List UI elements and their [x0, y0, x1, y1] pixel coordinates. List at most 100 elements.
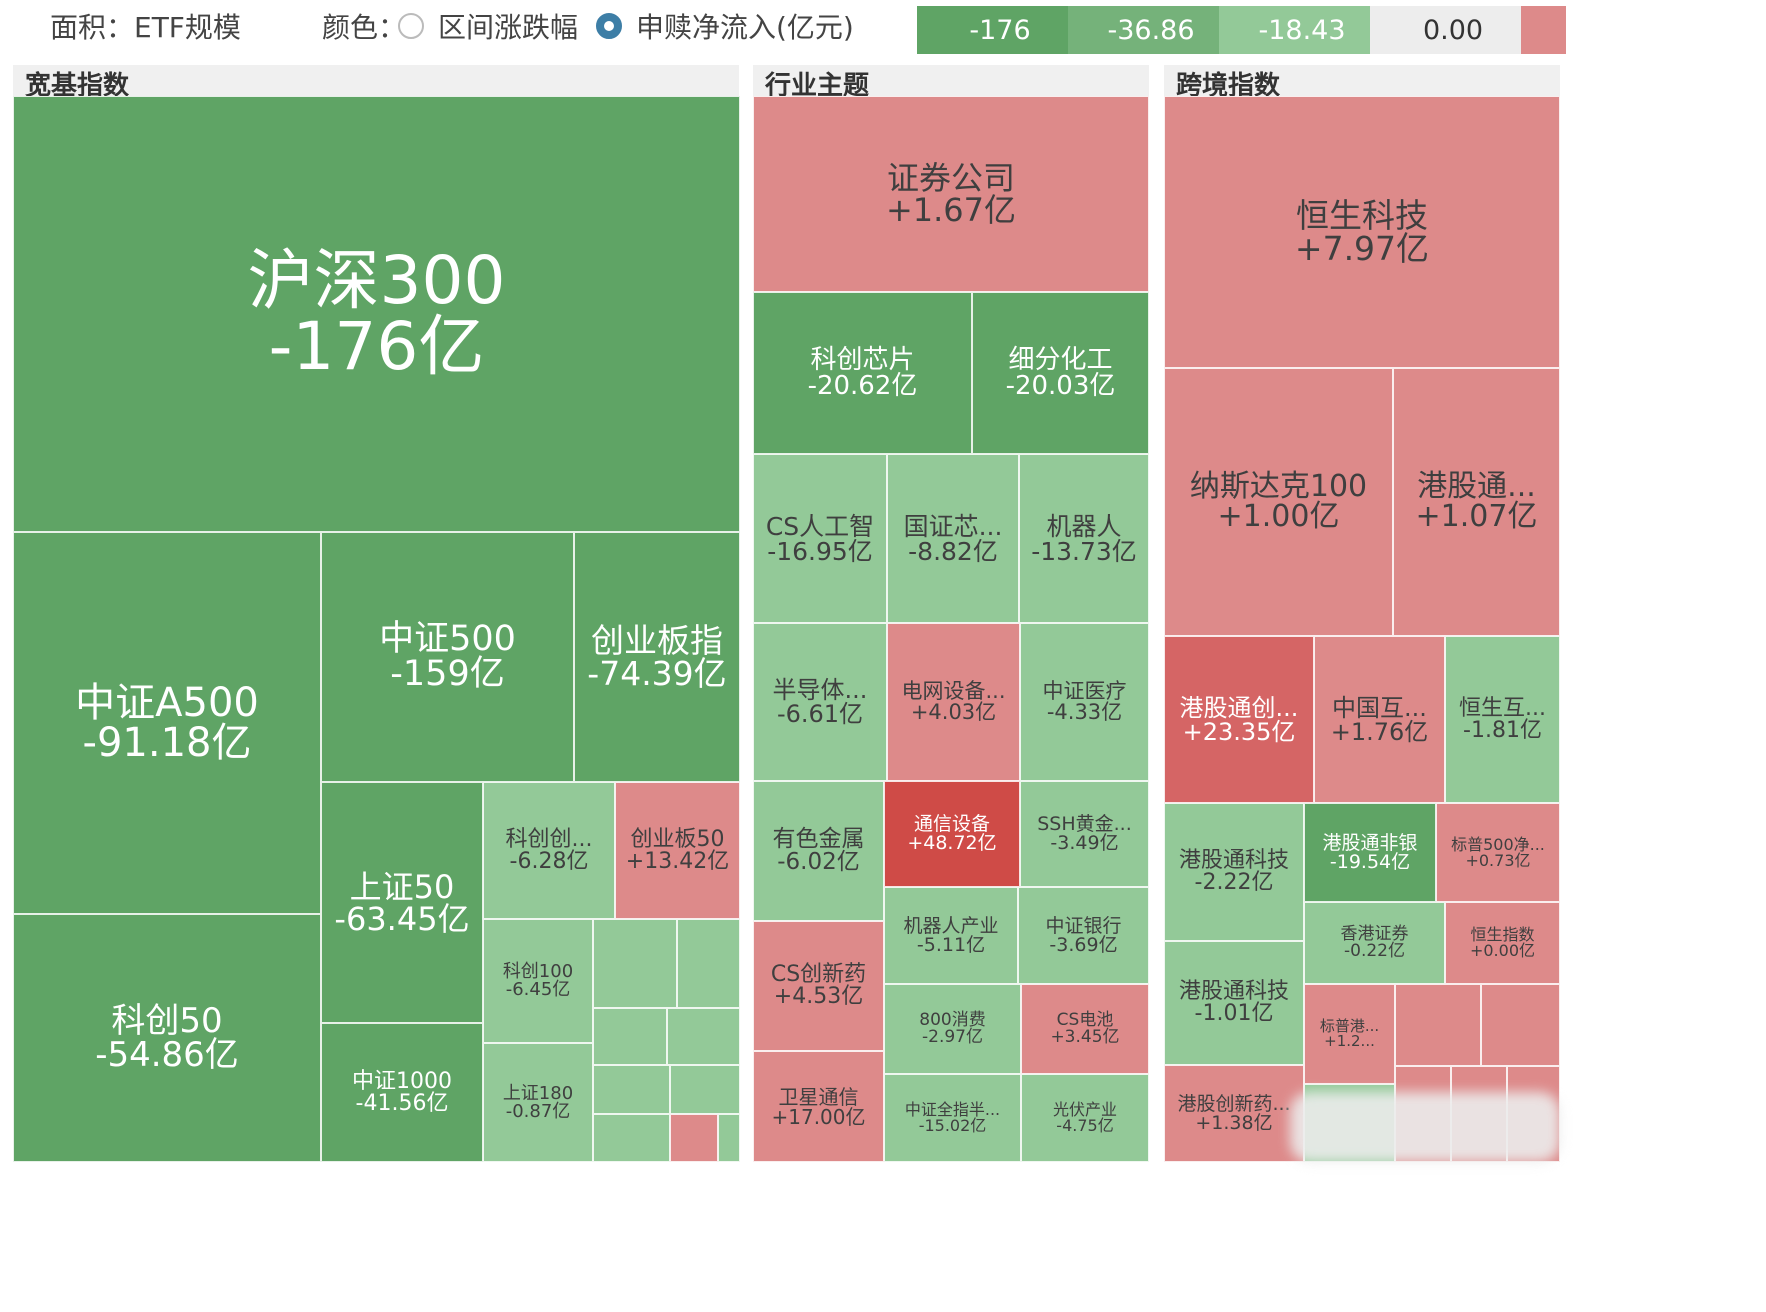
treemap-cell[interactable]: 港股通非银 -19.54亿 — [1304, 803, 1436, 902]
treemap-cell[interactable] — [593, 1065, 670, 1114]
treemap-cell[interactable]: 科创50 -54.86亿 — [13, 914, 321, 1162]
treemap-cell[interactable]: 科创芯片 -20.62亿 — [753, 292, 972, 454]
treemap-cell[interactable] — [677, 919, 740, 1008]
treemap-cell[interactable]: 证券公司 +1.67亿 — [753, 96, 1149, 292]
treemap-cell[interactable]: 创业板50 +13.42亿 — [615, 782, 740, 919]
cell-name: 沪深300 — [247, 242, 506, 319]
cell-value: +4.03亿 — [910, 700, 997, 724]
treemap-cell[interactable] — [593, 1008, 667, 1065]
treemap-cell[interactable]: 科创100 -6.45亿 — [483, 919, 593, 1043]
treemap-cell[interactable]: CS创新药 +4.53亿 — [753, 921, 884, 1051]
treemap-cell[interactable]: 创业板指 -74.39亿 — [574, 532, 740, 782]
cell-value: -74.39亿 — [587, 654, 727, 693]
treemap-cell[interactable]: 上证180 -0.87亿 — [483, 1043, 593, 1162]
cell-name: 香港证券 — [1340, 924, 1409, 944]
radio-flow-option[interactable] — [596, 13, 622, 39]
cell-value: -159亿 — [390, 654, 505, 694]
cell-value: -16.95亿 — [767, 536, 873, 566]
cell-value: +1.76亿 — [1330, 717, 1429, 746]
treemap-cell[interactable] — [593, 1114, 670, 1162]
treemap-cell[interactable]: 香港证券 -0.22亿 — [1304, 902, 1445, 984]
treemap-cell[interactable]: 电网设备... +4.03亿 — [887, 623, 1020, 781]
option-flow-label[interactable]: 申赎净流入(亿元) — [636, 11, 854, 44]
treemap-cell[interactable]: 细分化工 -20.03亿 — [972, 292, 1149, 454]
treemap-cell[interactable]: SSH黄金... -3.49亿 — [1020, 781, 1149, 887]
cell-name: 科创100 — [502, 961, 574, 982]
treemap-cell[interactable]: 中证全指半... -15.02亿 — [884, 1074, 1021, 1162]
cell-name: 标普港... — [1319, 1017, 1380, 1035]
cell-name: 中证1000 — [352, 1068, 452, 1094]
cell-value: +48.72亿 — [907, 832, 997, 854]
treemap-cell[interactable] — [670, 1114, 718, 1162]
treemap-cell[interactable] — [593, 919, 677, 1008]
area-metric-label: 面积：ETF规模 — [50, 11, 241, 44]
treemap-cell[interactable]: 港股通创... +23.35亿 — [1164, 636, 1314, 803]
treemap-cell[interactable]: 机器人产业 -5.11亿 — [884, 887, 1018, 984]
treemap-cell[interactable] — [718, 1114, 740, 1162]
cell-value: +1.00亿 — [1217, 499, 1340, 534]
cell-name: 半导体... — [772, 676, 868, 704]
treemap-cell[interactable]: 中证A500 -91.18亿 — [13, 532, 321, 914]
treemap-cell[interactable]: 恒生指数 +0.00亿 — [1445, 902, 1560, 984]
treemap-cell[interactable]: 港股创新药... +1.38亿 — [1164, 1065, 1304, 1162]
cell-name: 科创芯片 — [810, 345, 915, 375]
cell-value: +1.2... — [1324, 1032, 1375, 1050]
treemap-cell[interactable]: 中证1000 -41.56亿 — [321, 1023, 483, 1162]
treemap-cell[interactable]: 上证50 -63.45亿 — [321, 782, 483, 1023]
cell-value: -3.49亿 — [1050, 832, 1119, 854]
cell-value: -20.62亿 — [807, 371, 918, 401]
treemap-cell[interactable] — [1395, 984, 1481, 1066]
treemap-cell[interactable]: 中证500 -159亿 — [321, 532, 574, 782]
cell-name: 电网设备... — [901, 679, 1006, 703]
treemap-cell[interactable]: 港股通科技 -1.01亿 — [1164, 941, 1304, 1065]
cell-name: 港股通创... — [1179, 693, 1299, 722]
cell-name: 恒生互... — [1459, 695, 1546, 721]
treemap-cell[interactable]: 中国互... +1.76亿 — [1314, 636, 1445, 803]
cell-value: +0.73亿 — [1465, 850, 1531, 870]
legend-swatch: -176 — [917, 6, 1083, 54]
cell-name: 有色金属 — [772, 826, 865, 852]
cell-value: -2.22亿 — [1194, 870, 1274, 895]
radio-change-option[interactable] — [398, 13, 424, 39]
treemap-cell[interactable]: 标普港... +1.2... — [1304, 984, 1395, 1084]
treemap-cell[interactable]: 国证芯... -8.82亿 — [887, 454, 1019, 623]
cell-name: 港股通科技 — [1178, 848, 1289, 873]
treemap-cell[interactable]: 有色金属 -6.02亿 — [753, 781, 884, 921]
option-change-label[interactable]: 区间涨跌幅 — [438, 11, 579, 44]
treemap-cell[interactable]: 通信设备 +48.72亿 — [884, 781, 1020, 887]
cell-name: 港股通... — [1417, 469, 1536, 504]
treemap-cell[interactable]: 标普500净... +0.73亿 — [1436, 803, 1560, 902]
treemap-cell[interactable]: 中证医疗 -4.33亿 — [1020, 623, 1149, 781]
treemap-cell[interactable]: CS人工智 -16.95亿 — [753, 454, 887, 623]
cell-name: 上证50 — [349, 867, 455, 906]
cell-value: -2.97亿 — [922, 1027, 983, 1047]
treemap-cell[interactable]: 纳斯达克100 +1.00亿 — [1164, 368, 1393, 636]
treemap-cell[interactable]: 中证银行 -3.69亿 — [1018, 887, 1149, 984]
treemap-cell[interactable]: 800消费 -2.97亿 — [884, 984, 1021, 1074]
cell-value: +13.42亿 — [625, 848, 730, 874]
treemap-cell[interactable] — [667, 1008, 740, 1065]
cell-value: -41.56亿 — [355, 1090, 449, 1116]
treemap-cell[interactable]: 港股通科技 -2.22亿 — [1164, 803, 1304, 941]
cell-name: 中证医疗 — [1042, 679, 1127, 703]
treemap-cell[interactable]: 光伏产业 -4.75亿 — [1021, 1074, 1149, 1162]
treemap-cell[interactable]: CS电池 +3.45亿 — [1021, 984, 1149, 1074]
legend-swatch — [1521, 6, 1566, 54]
cell-value: +1.67亿 — [885, 191, 1017, 229]
treemap-cell[interactable]: 港股通... +1.07亿 — [1393, 368, 1560, 636]
cell-name: 港股通科技 — [1178, 979, 1289, 1004]
treemap-cell[interactable]: 机器人 -13.73亿 — [1019, 454, 1149, 623]
treemap-cell[interactable] — [670, 1065, 740, 1114]
cell-value: -15.02亿 — [918, 1116, 987, 1135]
treemap-cell[interactable]: 卫星通信 +17.00亿 — [753, 1051, 884, 1162]
control-bar: 面积：ETF规模 颜色： 区间涨跌幅 申赎净流入(亿元) -176 -36.86… — [0, 0, 1766, 58]
treemap-cell[interactable]: 沪深300 -176亿 — [13, 96, 740, 532]
cell-name: CS创新药 — [770, 962, 867, 987]
treemap-cell[interactable]: 半导体... -6.61亿 — [753, 623, 887, 781]
treemap-cell[interactable]: 科创创... -6.28亿 — [483, 782, 615, 919]
cell-name: 证券公司 — [886, 159, 1015, 197]
treemap-cell[interactable]: 恒生科技 +7.97亿 — [1164, 96, 1560, 368]
treemap-cell[interactable]: 恒生互... -1.81亿 — [1445, 636, 1560, 803]
cell-value: +1.38亿 — [1195, 1111, 1273, 1134]
treemap-cell[interactable] — [1481, 984, 1560, 1066]
